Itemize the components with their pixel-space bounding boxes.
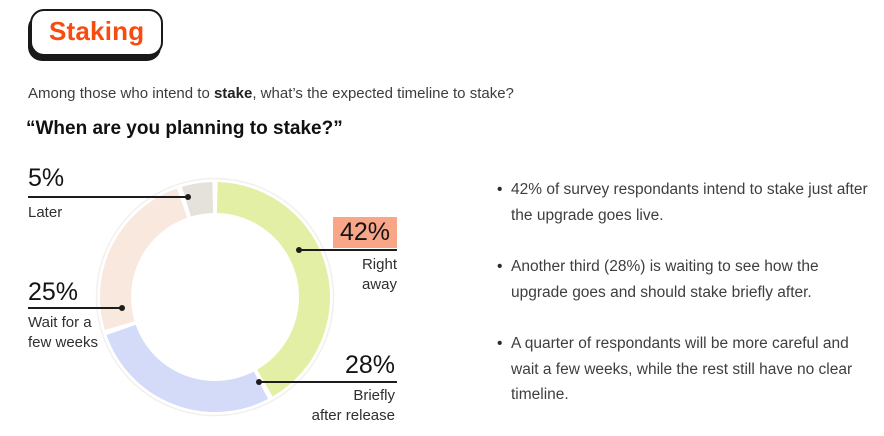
callout-briefly-label-line1: Briefly xyxy=(353,387,395,404)
callout-wait-label: Wait for a few weeks xyxy=(28,313,98,353)
subtitle-bold-word: stake xyxy=(213,85,253,102)
donut-segment-wait-for-a-few-weeks xyxy=(99,188,188,331)
subtitle-text: Among those who intend to xyxy=(28,85,214,102)
callout-right-away-label: Right away xyxy=(362,255,397,295)
callout-wait-label-line2: few weeks xyxy=(28,334,99,351)
callout-later-value: 5% xyxy=(28,164,65,192)
leader-dot xyxy=(119,305,125,311)
callout-later-leader-line xyxy=(28,194,191,200)
donut-segment-right-away xyxy=(216,182,330,397)
staking-badge-label: Staking xyxy=(49,16,145,46)
callout-right-away-leader-line xyxy=(296,247,397,253)
callout-wait-label-line1: Wait for a xyxy=(28,314,92,331)
section-subtitle: Among those who intend to stake, what’s … xyxy=(28,85,514,102)
subtitle-text-end: , what’s the expected timeline to stake? xyxy=(252,85,514,102)
chart-question-title: “When are you planning to stake?” xyxy=(26,118,343,139)
insight-bullet-2: Another third (28%) is waiting to see ho… xyxy=(497,254,879,305)
donut-outer-halo xyxy=(95,177,335,417)
callout-right-away-label-line1: Right xyxy=(361,256,397,273)
donut-segment-later xyxy=(181,182,214,217)
callout-briefly-label-line2: after release xyxy=(311,407,395,424)
callout-right-away-label-line2: away xyxy=(361,276,397,293)
donut-segment-briefly-after-release xyxy=(106,324,269,413)
donut-svg xyxy=(95,177,335,417)
callout-wait-value: 25% xyxy=(28,278,79,306)
insight-bullet-1: 42% of survey respondants intend to stak… xyxy=(497,177,879,228)
callout-right-away-value-highlighted: 42% xyxy=(332,217,397,248)
insights-list: 42% of survey respondants intend to stak… xyxy=(497,177,879,434)
insight-bullet-3: A quarter of respondants will be more ca… xyxy=(497,331,879,408)
callout-later-label: Later xyxy=(28,204,63,221)
callout-briefly-leader-line xyxy=(256,379,397,385)
staking-badge[interactable]: Staking xyxy=(30,9,164,56)
leader-dot xyxy=(296,247,302,253)
callout-briefly-value: 28% xyxy=(344,351,395,379)
callout-wait-leader-line xyxy=(28,305,125,311)
leader-dot xyxy=(185,194,191,200)
callout-briefly-label: Briefly after release xyxy=(312,386,395,426)
leader-dot xyxy=(256,379,262,385)
donut-chart: 5% Later 25% Wait for a few weeks 42% Ri… xyxy=(0,150,480,436)
